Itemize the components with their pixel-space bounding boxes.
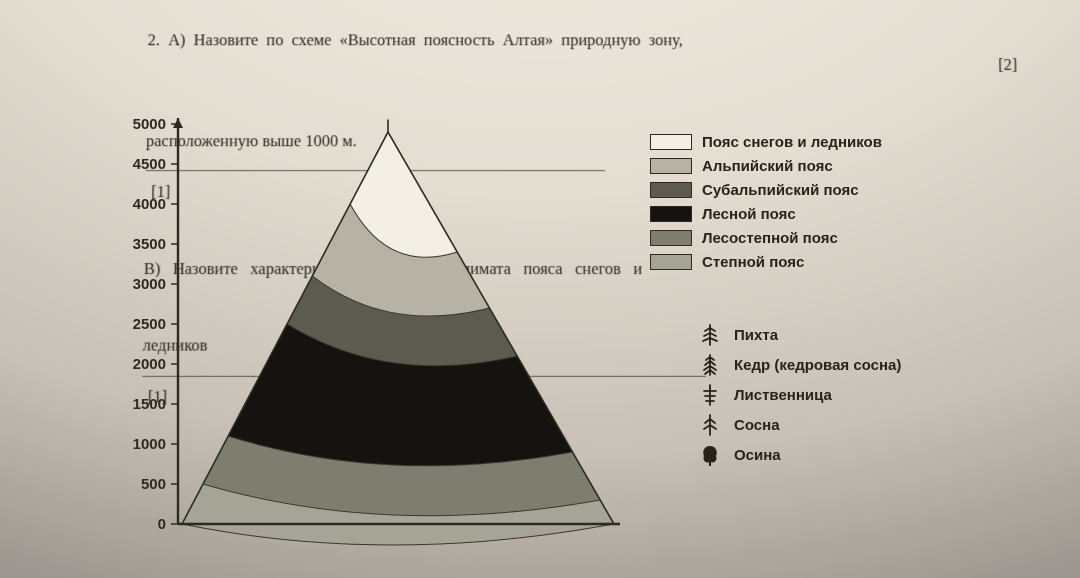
legend-swatch	[650, 230, 692, 246]
legend-belt-row: Пояс снегов и ледников	[650, 130, 882, 154]
legend-tree-row: Лиственница	[700, 380, 901, 410]
legend-belt-row: Степной пояс	[650, 250, 882, 274]
y-axis-arrow-icon	[173, 118, 183, 128]
ytick-label: 5000	[133, 116, 166, 133]
legend-belt-label: Субальпийский пояс	[702, 182, 859, 199]
ytick-label: 1500	[133, 396, 166, 413]
legend-tree-label: Лиственница	[734, 387, 832, 404]
legend-belt-label: Степной пояс	[702, 254, 804, 271]
legend-tree-row: Осина	[700, 440, 901, 470]
legend-belt-row: Лесной пояс	[650, 202, 882, 226]
legend-belts: Пояс снегов и ледников Альпийский пояс Суб…	[650, 130, 882, 274]
tree-icon-wrap	[700, 353, 720, 377]
ytick-label: 3500	[133, 236, 166, 253]
legend-belt-row: Альпийский пояс	[650, 154, 882, 178]
tree-icon	[701, 444, 719, 466]
legend-tree-label: Сосна	[734, 417, 780, 434]
ytick-label: 4500	[133, 156, 166, 173]
legend-swatch	[650, 206, 692, 222]
ytick-label: 500	[141, 476, 166, 493]
legend-belt-label: Лесостепной пояс	[702, 230, 838, 247]
legend-tree-label: Кедр (кедровая сосна)	[734, 357, 901, 374]
tree-icon-wrap	[700, 383, 720, 407]
legend-swatch	[650, 134, 692, 150]
tree-icon	[701, 354, 719, 376]
qA-mark: [2]	[998, 52, 1018, 77]
tree-icon	[701, 414, 719, 436]
legend-tree-label: Осина	[734, 447, 781, 464]
ytick-label: 2000	[133, 356, 166, 373]
legend-belt-label: Лесной пояс	[702, 206, 796, 223]
legend-belt-label: Пояс снегов и ледников	[702, 134, 882, 151]
legend-swatch	[650, 254, 692, 270]
ytick-label: 3000	[133, 276, 166, 293]
ytick-label: 4000	[133, 196, 166, 213]
tree-icon	[701, 384, 719, 406]
tree-icon-wrap	[700, 443, 720, 467]
ytick-label: 1000	[133, 436, 166, 453]
chart-svg: 0 500 1000 1500 2000 2500 3000 3500 4000 4500 5000	[100, 108, 620, 548]
legend-trees: Пихта Кедр (кедровая сосна) Лиственница Сос…	[700, 320, 901, 470]
legend-belt-row: Лесостепной пояс	[650, 226, 882, 250]
legend-tree-row: Кедр (кедровая сосна)	[700, 350, 901, 380]
altitudinal-chart: 0 500 1000 1500 2000 2500 3000 3500 4000 4500 5000	[100, 108, 620, 548]
q-line-a: 2. А) Назовите по схеме «Высотная поясно…	[122, 2, 1018, 103]
legend-swatch	[650, 182, 692, 198]
ytick-label: 2500	[133, 316, 166, 333]
legend-tree-row: Пихта	[700, 320, 901, 350]
legend-belt-row: Субальпийский пояс	[650, 178, 882, 202]
qA-text: 2. А) Назовите по схеме «Высотная поясно…	[148, 30, 683, 49]
ytick-label: 0	[158, 516, 166, 533]
tree-icon-wrap	[700, 323, 720, 347]
legend-tree-row: Сосна	[700, 410, 901, 440]
tree-icon	[701, 324, 719, 346]
leaf-icon	[703, 446, 717, 463]
legend-tree-label: Пихта	[734, 327, 778, 344]
legend-swatch	[650, 158, 692, 174]
legend-belt-label: Альпийский пояс	[702, 158, 833, 175]
tree-icon-wrap	[700, 413, 720, 437]
